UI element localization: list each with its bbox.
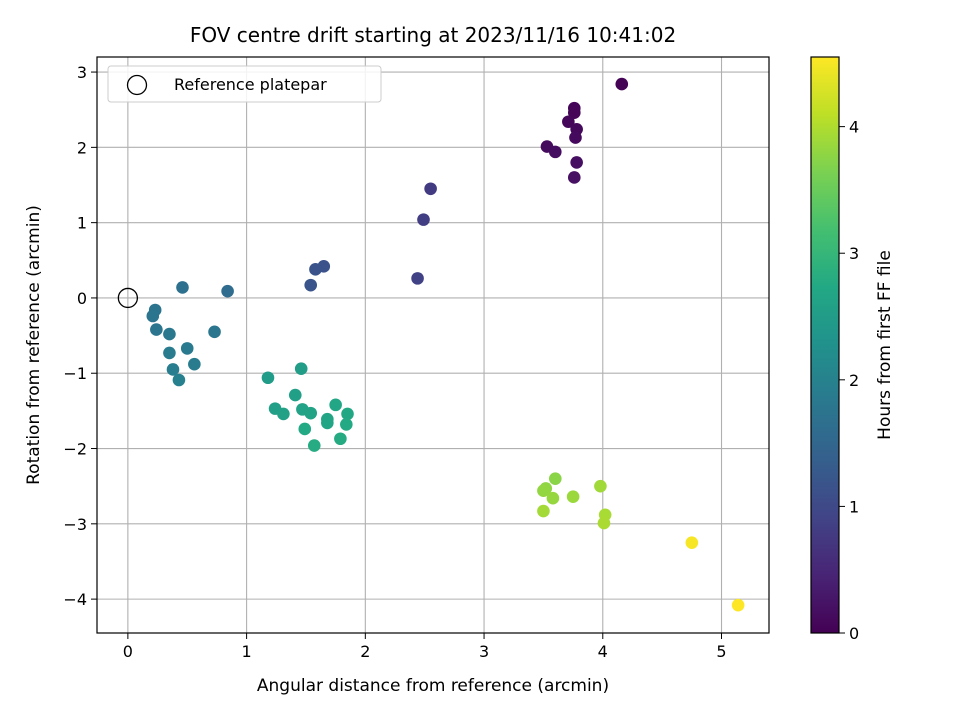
data-point <box>546 491 560 505</box>
data-points <box>146 77 745 612</box>
data-point <box>163 346 176 360</box>
data-point <box>562 115 575 129</box>
data-point <box>334 432 347 446</box>
colorbar-label: Hours from first FF file <box>875 250 895 440</box>
y-tick-label: −4 <box>63 590 87 609</box>
data-point <box>321 416 334 430</box>
data-point <box>537 484 550 497</box>
y-tick-label: −2 <box>63 440 87 459</box>
data-point <box>537 504 550 518</box>
data-point <box>731 598 745 612</box>
data-point <box>208 325 221 339</box>
data-point <box>304 406 318 420</box>
data-point <box>570 156 583 169</box>
data-point <box>172 373 186 387</box>
data-point <box>548 472 562 485</box>
plot-frame <box>96 56 770 634</box>
colorbar-tick-label: 4 <box>849 118 859 137</box>
data-point <box>309 263 322 276</box>
data-point <box>548 145 562 159</box>
legend-label: Reference platepar <box>174 75 327 94</box>
y-axis-ticks: −4 −3 −2 −1 0 1 2 3 <box>63 63 97 609</box>
data-point <box>567 171 581 184</box>
data-point <box>221 284 234 298</box>
data-point <box>180 342 194 355</box>
colorbar-tick-label: 3 <box>849 244 859 263</box>
y-tick-label: −3 <box>63 515 87 534</box>
data-point <box>163 327 176 341</box>
data-point <box>176 281 189 294</box>
data-point <box>166 363 180 376</box>
grid <box>97 57 769 633</box>
data-point <box>569 131 582 144</box>
data-point <box>329 398 342 412</box>
x-tick-label: 1 <box>242 642 252 661</box>
data-point <box>146 309 160 323</box>
data-point <box>188 357 201 371</box>
reference-marker-group <box>117 287 139 309</box>
colorbar-tick-label: 2 <box>849 371 859 390</box>
data-point <box>304 278 318 292</box>
data-point <box>288 388 302 402</box>
colorbar-tick-label: 1 <box>849 497 859 516</box>
x-tick-label: 2 <box>360 642 370 661</box>
data-point <box>597 516 611 530</box>
data-point <box>261 371 275 385</box>
chart-title: FOV centre drift starting at 2023/11/16 … <box>190 23 676 47</box>
x-tick-label: 3 <box>479 642 489 661</box>
data-point <box>307 439 321 452</box>
data-point <box>567 106 581 120</box>
data-point <box>277 407 290 421</box>
data-point <box>294 362 308 376</box>
y-tick-label: 0 <box>77 289 87 308</box>
y-tick-label: −1 <box>63 364 87 383</box>
reference-marker <box>117 287 139 309</box>
legend: Reference platepar <box>107 65 382 103</box>
data-point <box>594 479 607 493</box>
x-axis-ticks: 0 1 2 3 4 5 <box>123 633 727 661</box>
y-tick-label: 3 <box>77 63 87 82</box>
data-point <box>417 213 430 226</box>
y-axis-label: Rotation from reference (arcmin) <box>24 205 44 485</box>
colorbar: 0 1 2 3 4 Hours from first FF file <box>810 56 895 643</box>
data-point <box>298 422 312 436</box>
x-tick-label: 4 <box>598 642 608 661</box>
x-tick-label: 5 <box>716 642 726 661</box>
y-tick-label: 2 <box>77 138 87 157</box>
data-point <box>424 182 437 196</box>
data-point <box>411 272 424 285</box>
colorbar-ticks: 0 1 2 3 4 <box>839 118 859 643</box>
plot-area: 0 1 2 3 4 5 −4 −3 −2 −1 0 1 2 3 <box>63 56 770 661</box>
legend-box <box>107 65 382 103</box>
data-point <box>341 407 354 421</box>
data-point <box>150 323 163 336</box>
data-point <box>685 536 699 549</box>
x-tick-label: 0 <box>123 642 133 661</box>
y-tick-label: 1 <box>77 214 87 233</box>
data-point <box>566 490 580 504</box>
data-point <box>615 77 629 91</box>
colorbar-tick-label: 0 <box>849 624 859 643</box>
data-point <box>340 418 353 431</box>
x-axis-label: Angular distance from reference (arcmin) <box>257 676 609 696</box>
colorbar-gradient <box>810 56 840 634</box>
legend-marker <box>126 74 148 96</box>
